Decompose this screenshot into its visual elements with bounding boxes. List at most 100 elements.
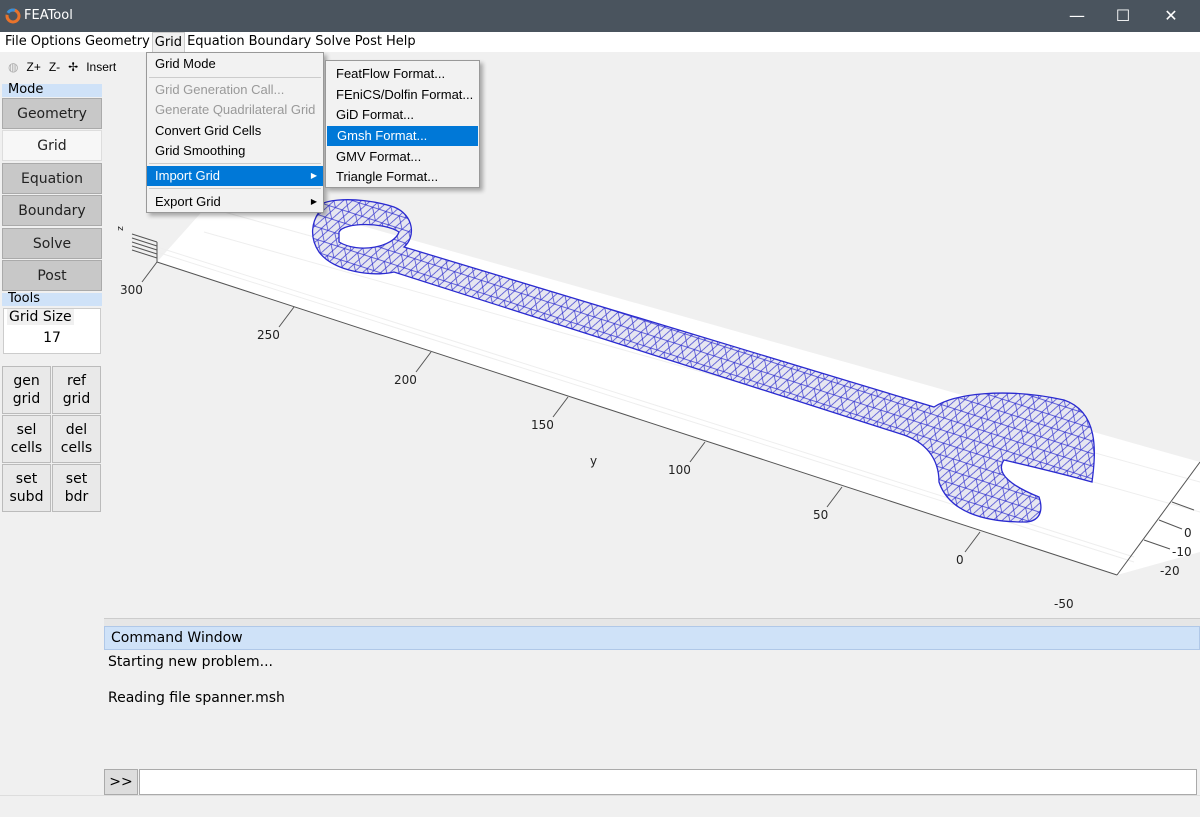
menu-item-generate-quad-grid: Generate Quadrilateral Grid [155,102,316,117]
command-input[interactable] [139,769,1197,795]
grid-menu: Grid Mode Grid Generation Call... Genera… [146,52,324,213]
grid-size-field[interactable]: Grid Size 17 [3,308,101,354]
label: set [65,471,88,487]
label: ref [67,373,86,389]
label: subd [9,489,44,505]
mode-grid-button[interactable]: Grid [2,130,102,161]
menu-boundary[interactable]: Boundary [248,34,312,49]
mode-equation-button[interactable]: Equation [2,163,102,194]
y-tick: 50 [813,508,829,522]
left-panel: Mode Geometry Grid Equation Boundary Sol… [0,82,104,795]
y-tick: 250 [257,328,280,342]
menu-item-convert-grid-cells[interactable]: Convert Grid Cells [155,123,262,138]
title-bar: FEATool — ☐ ✕ [0,0,1200,32]
menu-help[interactable]: Help [385,34,416,49]
menu-item-gmv[interactable]: GMV Format... [336,149,422,164]
menu-item-triangle[interactable]: Triangle Format... [336,169,439,184]
del-cells-button[interactable]: del cells [52,415,101,463]
y-tick: 0 [956,553,964,567]
menu-item-grid-smoothing[interactable]: Grid Smoothing [155,143,246,158]
featool-logo-icon [5,8,21,24]
toolbar: ◍ Z+ Z- ✢ Insert [0,52,146,82]
menu-solve[interactable]: Solve [315,34,351,49]
output-line: Starting new problem... [108,654,273,670]
splitter-handle[interactable] [104,618,1200,626]
mode-boundary-button[interactable]: Boundary [2,195,102,226]
gen-grid-button[interactable]: gen grid [2,366,51,414]
grid-size-value[interactable]: 17 [43,330,61,346]
menu-item-export-grid[interactable]: Export Grid ▶ [147,192,323,212]
command-output: Starting new problem... Reading file spa… [104,650,1200,768]
menu-item-featflow[interactable]: FeatFlow Format... [336,66,446,81]
menu-item-import-grid[interactable]: Import Grid ▶ [147,166,323,186]
minimize-button[interactable]: — [1069,6,1085,25]
y-tick: 200 [394,373,417,387]
menu-separator [149,188,321,189]
x-tick: -10 [1172,545,1192,559]
tools-header: Tools [2,292,102,306]
menu-file[interactable]: File [5,34,27,49]
mode-solve-button[interactable]: Solve [2,228,102,259]
submenu-arrow-icon: ▶ [310,197,317,206]
import-grid-submenu: FeatFlow Format... FEniCS/Dolfin Format.… [325,60,480,188]
menu-item-gmsh[interactable]: Gmsh Format... [327,126,478,146]
menu-post[interactable]: Post [354,34,382,49]
insert-button[interactable]: Insert [86,60,117,74]
wrench-mesh [311,199,1095,523]
label: Export Grid [155,194,221,209]
maximize-button[interactable]: ☐ [1115,6,1131,25]
plot-floor [157,187,1200,575]
label: gen [13,373,40,389]
submenu-arrow-icon: ▶ [310,171,317,180]
menu-item-grid-generation-call: Grid Generation Call... [155,82,285,97]
zoom-in-button[interactable]: Z+ [26,60,41,74]
label: grid [62,391,91,407]
ref-grid-button[interactable]: ref grid [52,366,101,414]
label: cells [60,440,93,456]
mode-header: Mode [2,83,102,97]
x-tick: 0 [1184,526,1192,540]
output-line [108,671,1196,689]
close-button[interactable]: ✕ [1164,6,1178,25]
y-tick: 100 [668,463,691,477]
label: bdr [64,489,89,505]
label: Import Grid [155,168,221,183]
menu-separator [149,77,321,78]
menu-item-grid-mode[interactable]: Grid Mode [155,56,216,71]
menu-item-gid[interactable]: GiD Format... [336,107,415,122]
y-tick: 150 [531,418,554,432]
set-bdr-button[interactable]: set bdr [52,464,101,512]
menu-item-fenics[interactable]: FEniCS/Dolfin Format... [336,87,474,102]
x-axis-line [1116,461,1200,576]
label: sel [16,422,37,438]
window-title: FEATool [24,8,73,23]
z-axis-ticks [131,233,158,262]
menu-bar: File Options Geometry Grid Equation Boun… [0,32,1200,52]
menu-equation[interactable]: Equation [187,34,245,49]
z-axis-label: z [115,226,126,231]
grid-size-label: Grid Size [7,309,74,325]
label: cells [10,440,43,456]
menu-separator [149,163,321,164]
mode-post-button[interactable]: Post [2,260,102,291]
y-axis-ticks [141,261,1195,553]
rotate-icon[interactable]: ◍ [8,60,19,74]
sel-cells-button[interactable]: sel cells [2,415,51,463]
menu-grid[interactable]: Grid [151,32,186,52]
menu-options[interactable]: Options [30,34,81,49]
y-tick: 300 [120,283,143,297]
x-tick: -50 [1054,597,1074,611]
menu-geometry[interactable]: Geometry [84,34,150,49]
pan-icon[interactable]: ✢ [68,60,79,74]
x-tick: -20 [1160,564,1180,578]
label: set [15,471,38,487]
y-axis-line [156,261,1118,576]
mesh-plot[interactable] [104,82,1200,618]
y-axis-label: y [590,454,598,468]
label: grid [12,391,41,407]
command-window-header: Command Window [104,626,1200,650]
mode-geometry-button[interactable]: Geometry [2,98,102,129]
zoom-out-button[interactable]: Z- [48,60,61,74]
status-bar [0,795,1200,817]
set-subd-button[interactable]: set subd [2,464,51,512]
